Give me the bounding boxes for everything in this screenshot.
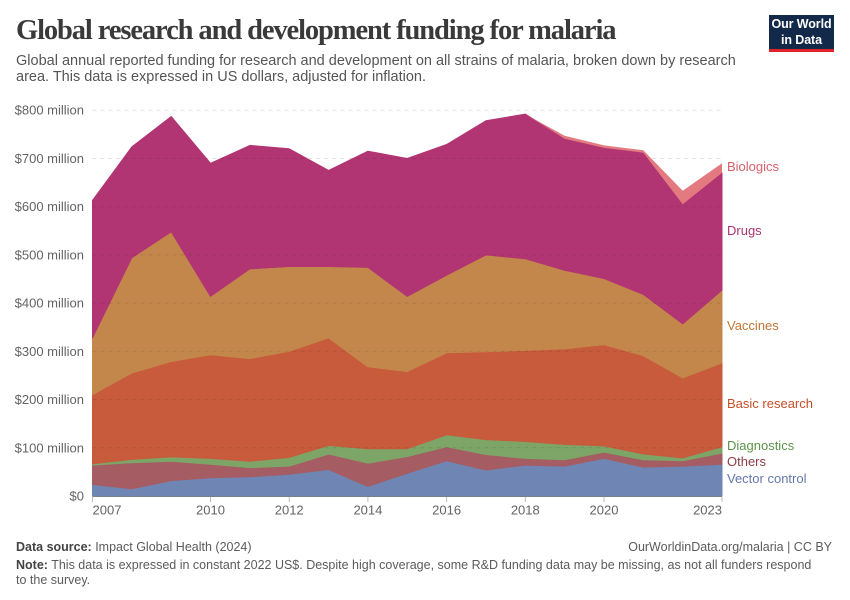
svg-text:Vaccines: Vaccines (727, 318, 779, 333)
svg-text:2023: 2023 (693, 503, 722, 518)
svg-text:$500 million: $500 million (15, 247, 84, 262)
svg-text:2020: 2020 (590, 503, 619, 518)
svg-text:Basic research: Basic research (727, 396, 813, 411)
svg-text:2014: 2014 (353, 503, 382, 518)
svg-text:$0: $0 (70, 489, 84, 504)
svg-text:2010: 2010 (196, 503, 225, 518)
svg-text:$200 million: $200 million (15, 392, 84, 407)
svg-text:$800 million: $800 million (15, 103, 84, 118)
svg-text:Vector control: Vector control (727, 471, 807, 486)
svg-text:$100 million: $100 million (15, 440, 84, 455)
svg-text:$600 million: $600 million (15, 199, 84, 214)
svg-text:Diagnostics: Diagnostics (727, 438, 795, 453)
svg-text:$400 million: $400 million (15, 296, 84, 311)
svg-text:2016: 2016 (432, 503, 461, 518)
svg-text:Biologics: Biologics (727, 159, 780, 174)
svg-text:$300 million: $300 million (15, 344, 84, 359)
svg-text:Drugs: Drugs (727, 223, 762, 238)
svg-text:$700 million: $700 million (15, 151, 84, 166)
svg-text:2018: 2018 (511, 503, 540, 518)
svg-text:2012: 2012 (275, 503, 304, 518)
svg-text:Others: Others (727, 454, 767, 469)
svg-text:2007: 2007 (93, 503, 122, 518)
